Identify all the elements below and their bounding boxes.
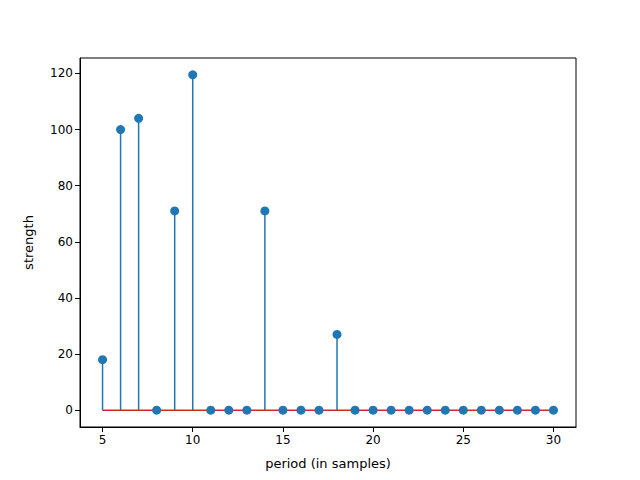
svg-text:60: 60 xyxy=(58,235,73,249)
svg-text:20: 20 xyxy=(58,347,73,361)
svg-text:30: 30 xyxy=(546,433,561,447)
svg-text:20: 20 xyxy=(365,433,380,447)
svg-text:strength: strength xyxy=(21,215,36,270)
svg-text:5: 5 xyxy=(99,433,107,447)
svg-text:10: 10 xyxy=(185,433,200,447)
svg-text:0: 0 xyxy=(65,403,73,417)
svg-text:15: 15 xyxy=(275,433,290,447)
svg-text:25: 25 xyxy=(456,433,471,447)
svg-text:120: 120 xyxy=(50,66,73,80)
svg-text:80: 80 xyxy=(58,179,73,193)
svg-text:40: 40 xyxy=(58,291,73,305)
svg-text:period (in samples): period (in samples) xyxy=(265,456,391,471)
svg-text:100: 100 xyxy=(50,123,73,137)
